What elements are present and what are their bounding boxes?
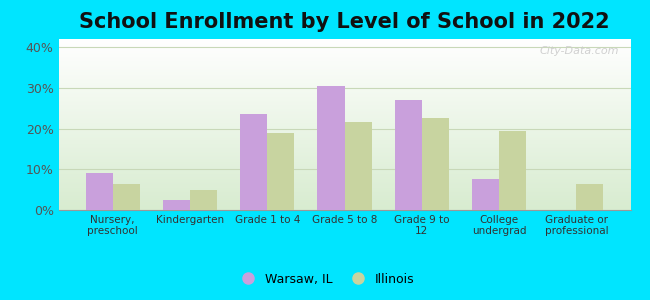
- Bar: [163, 200, 190, 210]
- Title: School Enrollment by Level of School in 2022: School Enrollment by Level of School in …: [79, 12, 610, 32]
- Bar: [267, 133, 294, 210]
- Legend: Warsaw, IL, Illinois: Warsaw, IL, Illinois: [230, 268, 420, 291]
- Bar: [240, 114, 267, 210]
- Bar: [422, 118, 449, 210]
- Text: City-Data.com: City-Data.com: [540, 46, 619, 56]
- Bar: [344, 122, 372, 210]
- Bar: [472, 179, 499, 210]
- Bar: [317, 86, 344, 210]
- Bar: [190, 190, 217, 210]
- Bar: [499, 130, 526, 210]
- Bar: [112, 184, 140, 210]
- Bar: [577, 184, 603, 210]
- Bar: [395, 100, 422, 210]
- Bar: [86, 173, 112, 210]
